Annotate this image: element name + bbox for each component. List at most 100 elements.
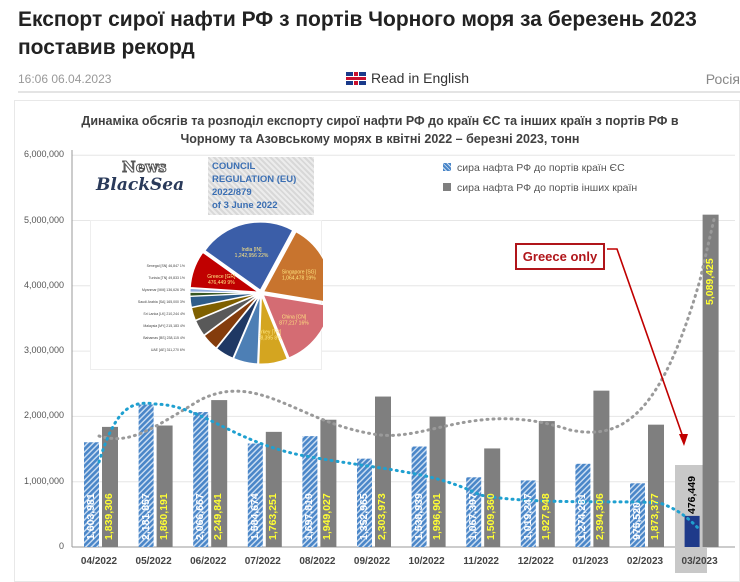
divider (18, 91, 740, 93)
legend-swatch (443, 163, 451, 171)
pie-slice (216, 295, 260, 359)
pie-slice (203, 294, 260, 349)
data-label-eu: 975,520 (631, 502, 643, 540)
y-tick-label: 3,000,000 (23, 345, 64, 356)
greece-only-annotation: Greece only (515, 243, 605, 270)
data-label-eu: 2,181,857 (139, 493, 152, 540)
legend: сира нафта РФ до портів країн ЄС сира на… (443, 158, 637, 198)
bar-other (265, 431, 282, 547)
pie-slice (204, 221, 294, 291)
legend-label: сира нафта РФ до портів країн ЄС (457, 162, 625, 174)
data-label-eu: 1,603,981 (85, 493, 97, 540)
x-tick-label: 08/2022 (299, 556, 336, 567)
data-label-eu: 1,352,965 (358, 493, 370, 540)
trendline-eu (97, 401, 702, 532)
x-tick-label: 10/2022 (408, 556, 445, 567)
bar-eu (684, 515, 700, 547)
pie-chart: India [IN] 1,242,956 22% Singapore [SG] 1,0… (138, 221, 323, 365)
bar-other (484, 448, 501, 547)
y-tick-label: 0 (58, 541, 64, 551)
data-label-eu: 476,449 (685, 475, 698, 514)
bar-eu (302, 436, 318, 547)
bar-other (156, 425, 173, 547)
data-label-other: 1,509,360 (485, 493, 498, 540)
x-tick-label: 12/2022 (517, 556, 554, 567)
x-tick-label: 11/2022 (463, 556, 499, 567)
council-line: REGULATION (EU) (212, 174, 297, 185)
bar-eu (357, 458, 372, 547)
data-label-other: 1,927,948 (539, 493, 552, 540)
bar-other (702, 214, 719, 547)
bar-other (102, 426, 118, 547)
data-label-eu: 1,697,819 (303, 493, 316, 540)
data-label-eu: 1,274,281 (576, 493, 589, 540)
bar-other (538, 421, 555, 547)
pie-label: Greece [GR] 476,449 9% (207, 274, 236, 286)
bar-other (429, 416, 446, 547)
bar-other (648, 424, 664, 547)
bar-eu (193, 412, 209, 547)
bar-eu (247, 443, 263, 547)
bar-eu (630, 483, 645, 547)
trendline-other (97, 213, 717, 441)
x-tick-label: 05/2022 (135, 556, 172, 567)
x-tick-label: 04/2022 (80, 556, 118, 567)
pie-label: China [CN] 877,217 16% (279, 314, 309, 326)
y-tick-label: 5,000,000 (23, 214, 64, 225)
data-label-other: 2,394,306 (594, 493, 607, 540)
council-line: 2022/879 (212, 187, 252, 198)
uk-flag-icon (346, 71, 366, 85)
pie-label: Turkey [TR] 368,395 8% (255, 330, 282, 342)
data-label-other: 2,249,841 (212, 493, 225, 540)
bar-eu (575, 463, 591, 547)
x-tick-label: 07/2022 (244, 556, 281, 567)
data-label-eu: 2,066,667 (194, 493, 207, 540)
legend-label: сира нафта РФ до портів інших країн (457, 182, 638, 194)
council-line: COUNCIL (212, 161, 256, 172)
council-regulation-box: COUNCIL REGULATION (EU) 2022/879 of 3 Ju… (208, 157, 314, 215)
article-date: 16:06 06.04.2023 (18, 72, 112, 86)
data-label-other: 1,839,306 (103, 493, 115, 540)
pie-label: Senegal [SN] 46,847 1% (147, 264, 185, 268)
y-tick-label: 6,000,000 (23, 149, 64, 160)
arrowhead-icon (679, 434, 688, 446)
y-tick-label: 2,000,000 (23, 410, 64, 421)
data-label-other: 1,996,901 (430, 493, 443, 540)
x-tick-label: 09/2022 (353, 556, 391, 567)
annotation-arrow (607, 248, 685, 441)
pie-label: Tunisia [TN] 49,833 1% (149, 276, 185, 280)
bar-other (211, 400, 228, 547)
chart-title: Динаміка обсягів та розподіл експорту си… (81, 114, 679, 146)
x-tick-label: 06/2022 (190, 556, 227, 567)
read-in-english-link[interactable]: Read in English (346, 70, 469, 86)
data-label-other: 1,860,191 (157, 493, 170, 540)
x-tick-label: 03/2023 (681, 556, 718, 567)
y-tick-label: 4,000,000 (23, 279, 64, 290)
legend-swatch (443, 183, 451, 191)
data-label-eu: 1,538,939 (412, 493, 425, 540)
pie-label: Myanmar [MM] 136,626 3% (142, 288, 185, 292)
bar-eu (138, 404, 154, 547)
pie-label: Saudi Arabia [SA] 165,000 3% (138, 300, 185, 304)
read-in-english-label: Read in English (371, 70, 470, 86)
bar-eu (520, 480, 536, 547)
pie-label: Bahamas [BS] 238,115 4% (143, 336, 185, 340)
data-label-eu: 1,067,397 (467, 493, 480, 540)
legend-item-other: сира нафта РФ до портів інших країн (443, 178, 637, 198)
blacksea-logo: BlackSea News (96, 158, 185, 195)
pie-slice (262, 294, 323, 359)
pie-label: Sri Lanka [LK] 210,244 4% (143, 312, 185, 316)
pie-label: India [IN] 1,242,956 22% (235, 247, 269, 259)
x-tick-label: 01/2023 (572, 556, 609, 567)
x-tick-label: 02/2023 (626, 556, 664, 567)
pie-slice (189, 287, 259, 294)
bar-eu (411, 446, 427, 547)
data-label-other: 5,089,425 (703, 257, 716, 305)
category-link[interactable]: Росія (705, 71, 740, 87)
bar-eu (84, 442, 99, 547)
data-label-other: 2,303,973 (376, 493, 388, 540)
pie-slice (189, 251, 260, 293)
legend-item-eu: сира нафта РФ до портів країн ЄС (443, 158, 637, 178)
data-label-other: 1,763,251 (266, 493, 279, 540)
council-line: of 3 June 2022 (212, 200, 278, 211)
